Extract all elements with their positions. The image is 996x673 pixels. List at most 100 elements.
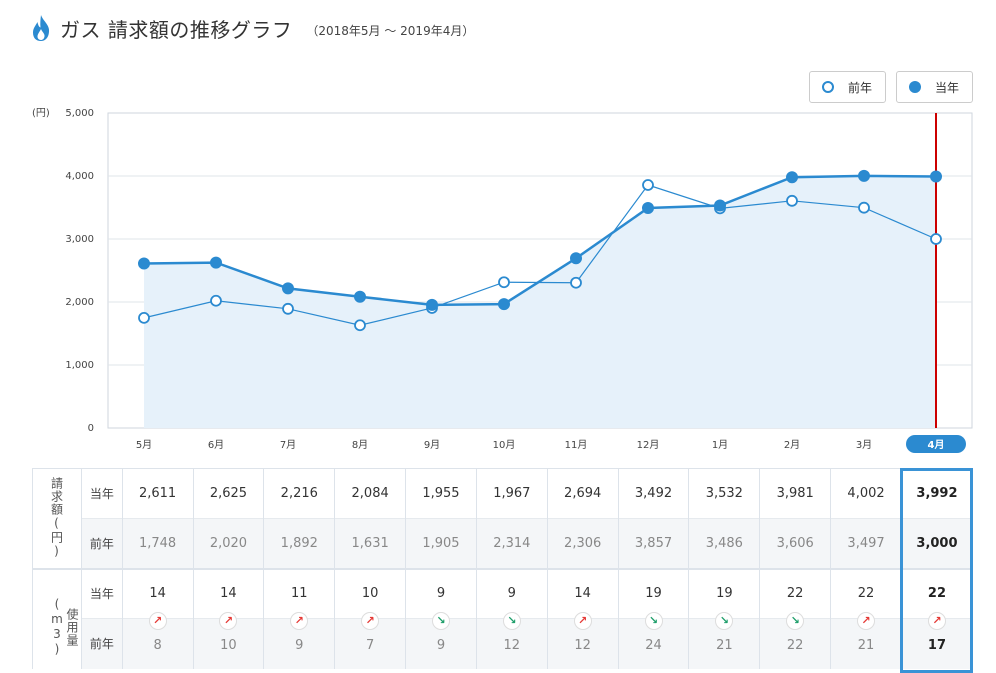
table-cell: 17 xyxy=(901,618,974,669)
current-year-point xyxy=(642,202,654,215)
prev-year-point xyxy=(138,311,150,324)
table-cell: 3,492 xyxy=(618,468,690,519)
trend-up-arrow-icon: ↗ xyxy=(148,611,167,630)
prev-year-point xyxy=(282,302,294,315)
row-label: 前年 xyxy=(81,518,123,569)
table-cell: 2,611 xyxy=(122,468,194,519)
table-row: 前年 8 10 9 7 9 12 12 24 21 22 21 17 xyxy=(33,618,974,669)
trend-down-arrow-icon: ↘ xyxy=(431,611,450,630)
y-tick-label: 2,000 xyxy=(65,297,94,308)
table-cell: 1,631 xyxy=(334,518,407,569)
x-tick-label: 11月 xyxy=(565,439,588,451)
table-cell: 2,216 xyxy=(263,468,336,519)
table-cell: 2,306 xyxy=(547,518,619,569)
table-cell: 14 ↗ xyxy=(122,567,194,630)
x-tick-label: 3月 xyxy=(856,439,872,451)
y-tick-label: 3,000 xyxy=(65,234,94,245)
table-cell: 1,967 xyxy=(476,468,548,519)
table-cell: 3,992 xyxy=(901,468,974,519)
table-cell: 3,000 xyxy=(901,518,974,569)
row-label: 当年 xyxy=(81,468,123,519)
billing-group-label: 請求額(円) xyxy=(32,468,82,569)
current-year-point xyxy=(354,290,366,303)
current-year-point xyxy=(570,252,582,265)
usage-group-label: 使用量(m3) xyxy=(32,567,82,669)
x-tick-label: 2月 xyxy=(784,439,800,451)
table-cell: 22 ↗ xyxy=(901,567,974,630)
current-year-point xyxy=(282,282,294,295)
page-header: ガス 請求額の推移グラフ （2018年5月 ～ 2019年4月） xyxy=(30,12,474,44)
table-cell: 3,532 xyxy=(688,468,761,519)
prev-year-point xyxy=(210,294,222,307)
table-cell: 1,905 xyxy=(405,518,477,569)
prev-year-point xyxy=(858,201,870,214)
billing-line-chart: 0 1,000 2,000 3,000 4,000 5,000 (円) 5月 6月 7月 8月 9月 1… xyxy=(32,108,973,453)
table-cell: 2,314 xyxy=(476,518,548,569)
trend-down-arrow-icon: ↘ xyxy=(502,611,521,630)
x-tick-label: 10月 xyxy=(493,439,516,451)
row-label: 前年 xyxy=(81,618,123,669)
legend-prev-year-button[interactable]: 前年 xyxy=(809,71,886,103)
table-cell: 9 ↘ xyxy=(476,567,548,630)
y-tick-label: 4,000 xyxy=(65,171,94,182)
legend-prev-label: 前年 xyxy=(848,80,873,95)
table-cell: 14 ↗ xyxy=(193,567,265,630)
trend-up-arrow-icon: ↗ xyxy=(927,611,946,630)
prev-year-point xyxy=(642,179,654,191)
table-cell: 10 ↗ xyxy=(334,567,407,630)
y-tick-label: 5,000 xyxy=(65,108,94,119)
current-year-point xyxy=(138,257,150,270)
x-tick-label: 9月 xyxy=(424,439,440,451)
x-tick-label: 6月 xyxy=(208,439,224,451)
table-cell: 1,955 xyxy=(405,468,477,519)
monthly-data-table: 請求額(円) 当年 2,611 2,625 2,216 2,084 1,955 1,967 2,… xyxy=(32,468,974,669)
table-cell: 3,857 xyxy=(618,518,690,569)
table-cell: 9 ↘ xyxy=(405,567,477,630)
x-tick-label: 5月 xyxy=(136,439,152,451)
table-cell: 4,002 xyxy=(830,468,902,519)
table-cell: 3,486 xyxy=(688,518,761,569)
table-row: 請求額(円) 当年 2,611 2,625 2,216 2,084 1,955 1,967 2,… xyxy=(32,468,974,569)
legend-cur-label: 当年 xyxy=(935,80,960,95)
x-tick-label: 12月 xyxy=(637,439,660,451)
prev-year-point xyxy=(786,194,798,207)
current-year-point xyxy=(426,298,438,311)
x-tick-label: 1月 xyxy=(712,439,728,451)
row-label: 当年 xyxy=(81,567,123,619)
prev-year-point xyxy=(354,319,366,332)
table-cell: 19 ↘ xyxy=(618,567,690,630)
trend-down-arrow-icon: ↘ xyxy=(715,611,734,630)
trend-down-arrow-icon: ↘ xyxy=(786,611,805,630)
current-year-point xyxy=(858,169,870,182)
prev-year-point xyxy=(570,276,582,289)
x-tick-label: 7月 xyxy=(280,439,296,451)
legend-current-year-button[interactable]: 当年 xyxy=(896,71,973,103)
selected-month-pill xyxy=(906,435,966,453)
prev-year-point xyxy=(930,233,942,245)
table-cell: 11 ↗ xyxy=(263,567,336,630)
trend-up-arrow-icon: ↗ xyxy=(219,611,238,630)
current-year-point xyxy=(786,171,798,184)
period-subtitle: （2018年5月 ～ 2019年4月） xyxy=(306,23,475,38)
table-cell: 1,748 xyxy=(122,518,194,569)
y-unit-label: (円) xyxy=(32,108,50,119)
current-year-point xyxy=(210,256,222,269)
current-year-point xyxy=(714,199,726,212)
y-tick-label: 1,000 xyxy=(65,360,94,371)
trend-up-arrow-icon: ↗ xyxy=(857,611,876,630)
table-cell: 2,084 xyxy=(334,468,407,519)
current-year-area xyxy=(144,175,936,428)
current-year-line xyxy=(143,174,937,307)
table-cell: 19 ↘ xyxy=(688,567,761,630)
trend-down-arrow-icon: ↘ xyxy=(644,611,663,630)
table-cell: 12 xyxy=(476,618,548,669)
table-cell: 3,981 xyxy=(759,468,832,519)
trend-up-arrow-icon: ↗ xyxy=(573,611,592,630)
table-cell: 2,020 xyxy=(193,518,265,569)
table-cell: 14 ↗ xyxy=(547,567,619,630)
flame-icon xyxy=(33,15,50,41)
hollow-circle-icon xyxy=(822,81,834,93)
page-title: ガス 請求額の推移グラフ xyxy=(60,17,293,42)
current-year-point xyxy=(498,298,510,311)
table-cell: 3,606 xyxy=(759,518,832,569)
